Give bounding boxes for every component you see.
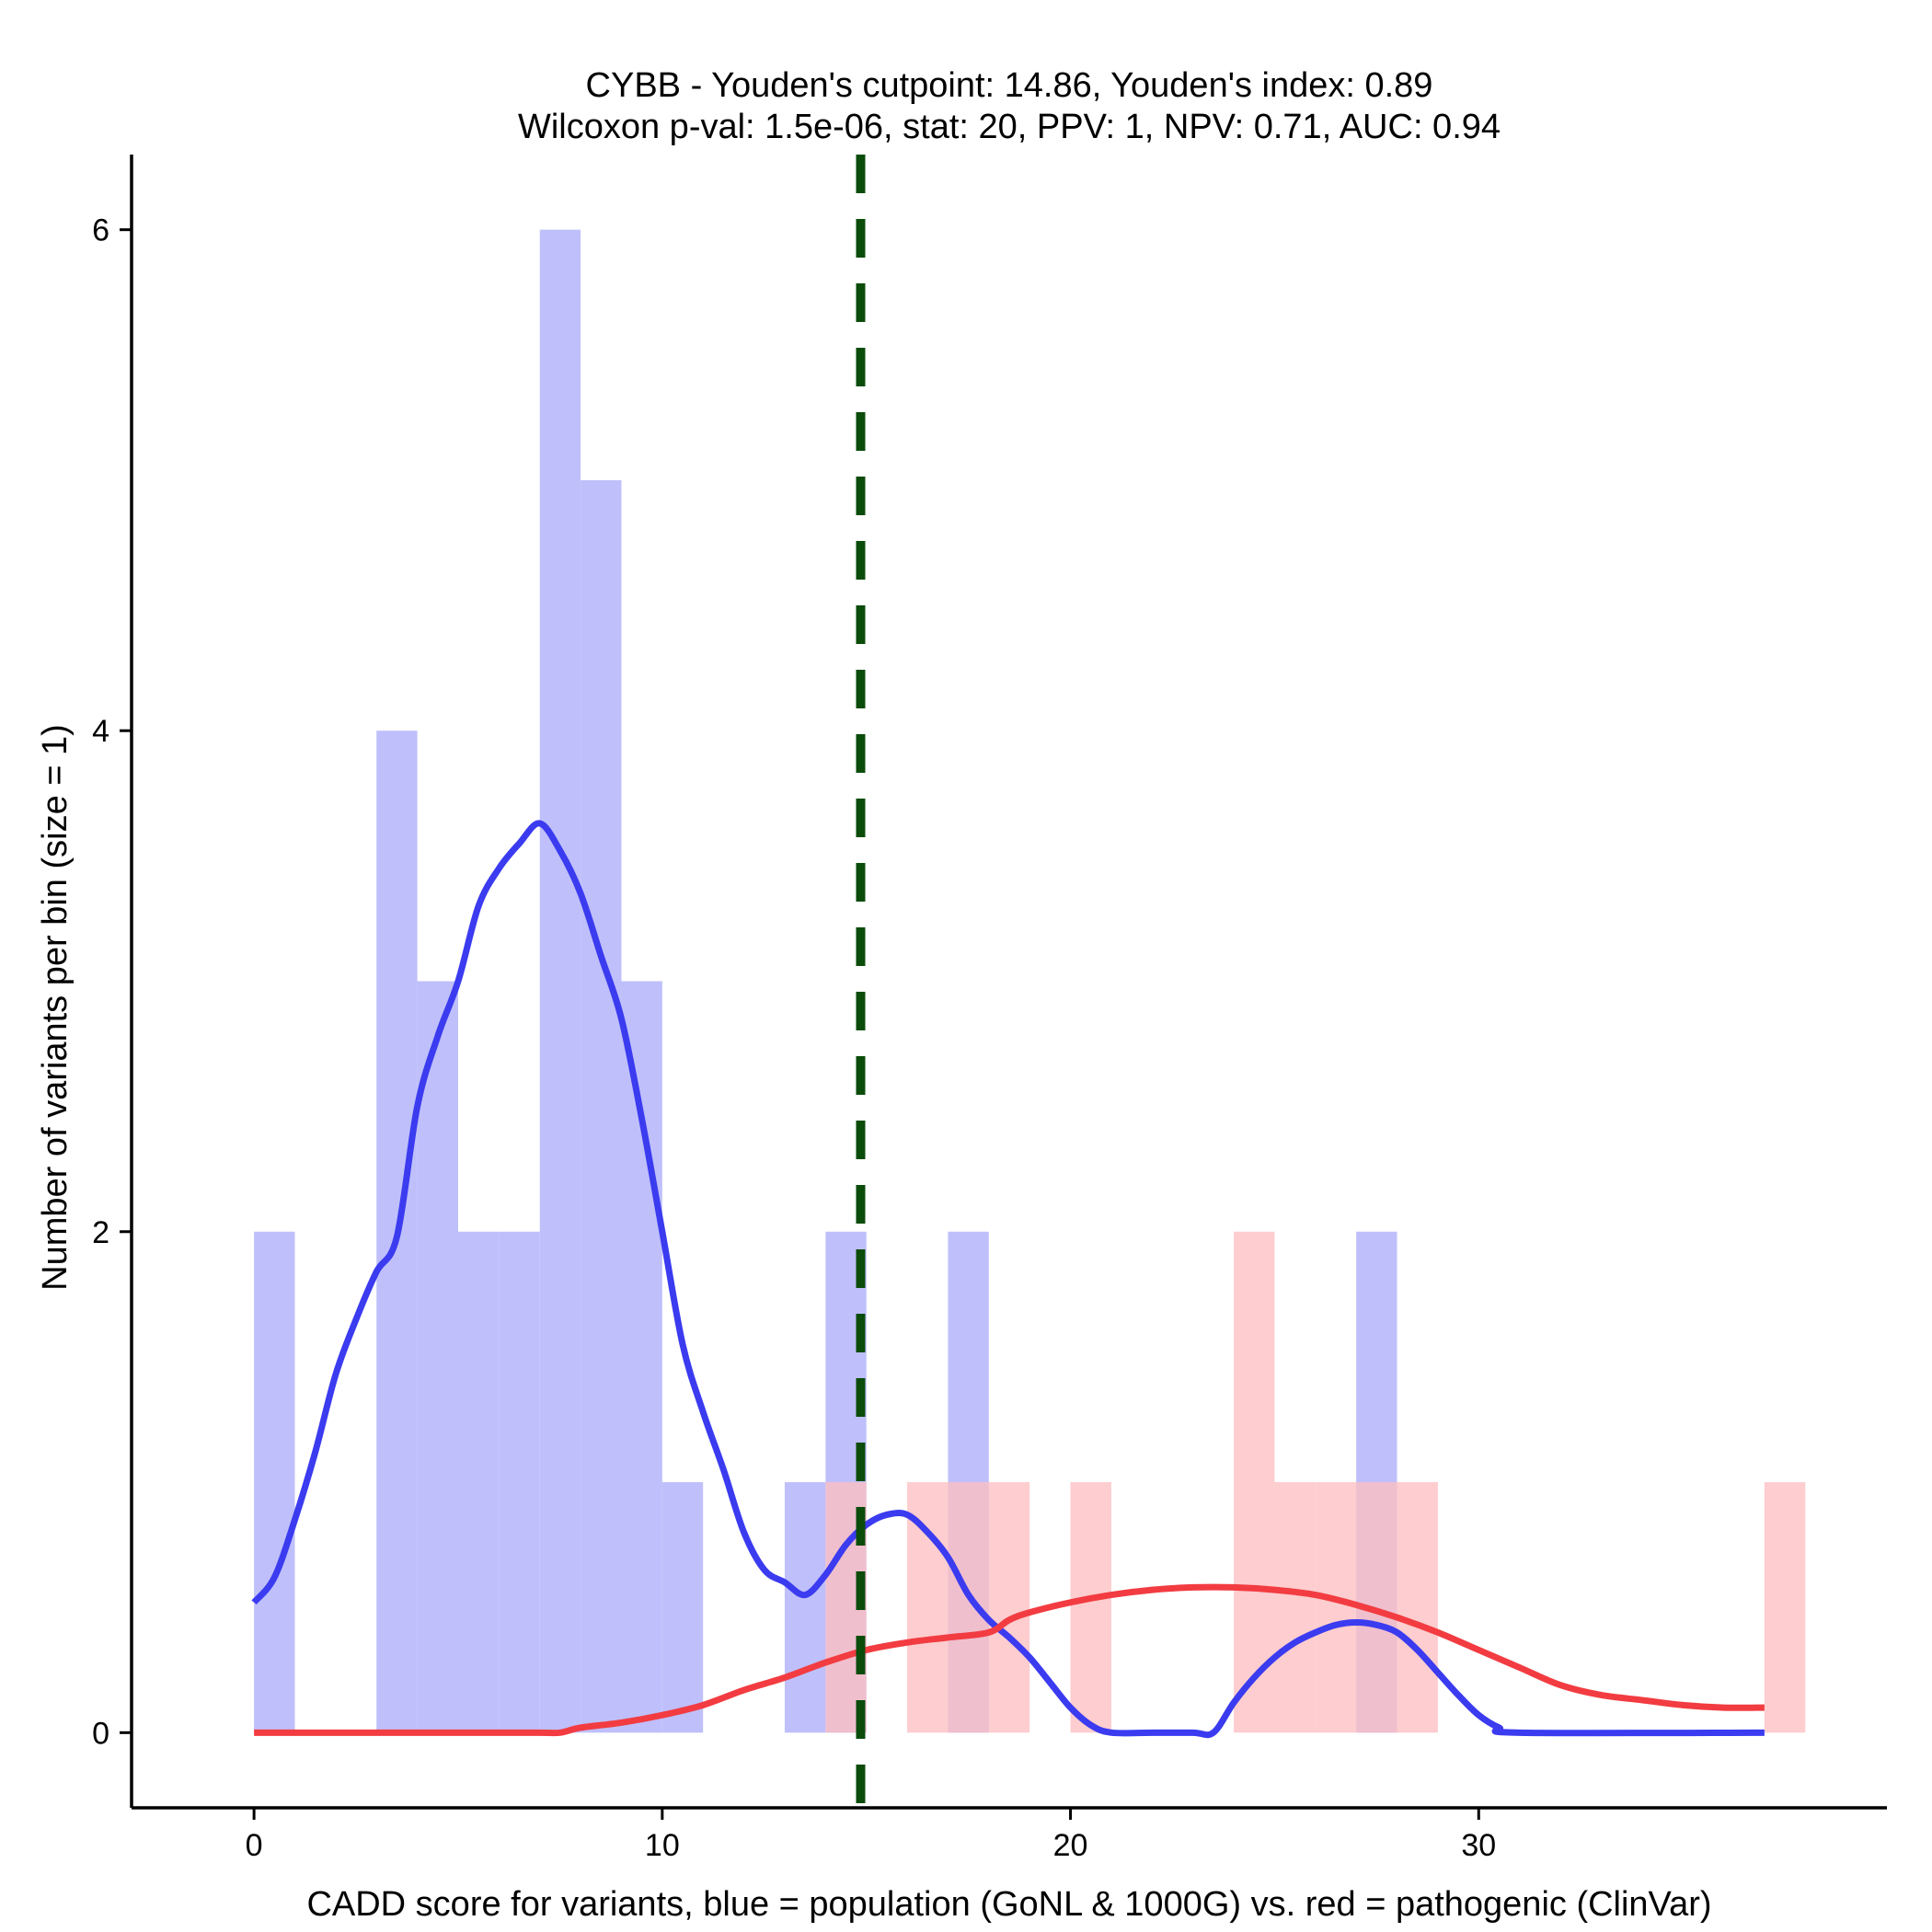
histogram-bar	[254, 1231, 295, 1733]
y-tick-label: 2	[92, 1215, 109, 1250]
x-tick-label: 0	[246, 1828, 263, 1863]
histogram-bar	[661, 1482, 704, 1733]
axes-layer: 0 10 20 30 0 2 4 6	[92, 155, 1887, 1863]
y-axis-label: Number of variants per bin (size = 1)	[36, 724, 75, 1291]
chart-subtitle: Wilcoxon p-val: 1.5e-06, stat: 20, PPV: …	[518, 108, 1501, 146]
histogram-bar	[457, 1231, 500, 1733]
histogram-bar	[784, 1482, 826, 1733]
histogram-bar	[1234, 1231, 1275, 1733]
histogram-bar	[539, 229, 581, 1733]
histogram-bar	[1397, 1482, 1438, 1733]
histogram-bar	[1274, 1482, 1316, 1733]
histogram-bar	[907, 1482, 949, 1733]
x-tick-label: 30	[1461, 1828, 1496, 1863]
x-axis-label: CADD score for variants, blue = populati…	[306, 1885, 1711, 1924]
x-tick-label: 20	[1053, 1828, 1088, 1863]
histogram-bar	[988, 1482, 1030, 1733]
y-tick-label: 0	[92, 1716, 109, 1751]
x-tick-label: 10	[645, 1828, 680, 1863]
y-tick-label: 4	[92, 714, 109, 749]
histogram-bar	[1315, 1482, 1357, 1733]
bars-layer	[254, 229, 1806, 1733]
histogram-bar	[948, 1482, 989, 1733]
histogram-bar	[581, 479, 622, 1733]
histogram-bar	[1764, 1482, 1806, 1733]
histogram-bar	[621, 981, 662, 1733]
y-tick-label: 6	[92, 213, 109, 248]
histogram-bar	[1070, 1482, 1111, 1733]
histogram-bar	[417, 981, 458, 1733]
histogram-bar	[499, 1231, 540, 1733]
chart-title: CYBB - Youden's cutpoint: 14.86, Youden'…	[586, 66, 1433, 105]
density-curve-line	[254, 1583, 1765, 1737]
